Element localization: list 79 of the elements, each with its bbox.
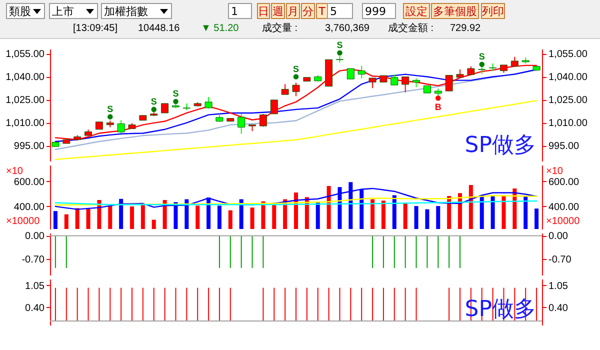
text: 999 — [362, 3, 396, 19]
point — [293, 74, 299, 80]
y-tick-label: 600.00 — [14, 176, 45, 188]
y-tick-label: 1,040.00 — [6, 72, 45, 84]
candlestick — [489, 62, 497, 72]
annotation: SP做多 — [464, 133, 536, 158]
y2-tick-label: 1,025.00 — [548, 95, 588, 106]
text: 設定 — [403, 3, 430, 19]
point — [337, 50, 342, 56]
point — [107, 114, 113, 120]
data-label: B — [434, 102, 442, 112]
data-label: S — [478, 51, 485, 62]
y2-tick-label: 1,055.00 — [548, 49, 588, 60]
y2-tick-label: 0.40 — [548, 302, 568, 314]
y-tick-label: 0.40 — [25, 302, 45, 314]
line-series — [54, 195, 538, 206]
y2-tick-label: 995.00 — [548, 141, 580, 152]
y-tick-label: 1.05 — [25, 280, 45, 292]
y-tick-label: 995.00 — [14, 141, 45, 152]
text: 分 — [301, 3, 315, 19]
text: 成交金額 : — [388, 22, 434, 36]
candlestick — [368, 77, 376, 89]
candlestick — [281, 84, 289, 96]
y2-tick-label: -0.70 — [548, 254, 572, 266]
point — [479, 62, 485, 67]
text: ▼ 51.20 — [201, 22, 239, 36]
y2-tick-label: 1.05 — [548, 280, 568, 292]
candlestick — [390, 74, 398, 86]
candlestick — [346, 68, 354, 80]
data-label: S — [336, 40, 343, 50]
point — [435, 95, 441, 101]
candlestick — [259, 113, 267, 128]
text: 10448.16 — [138, 22, 180, 36]
text: 多筆個股 — [431, 3, 479, 19]
text: 1 — [228, 3, 252, 19]
text: ×10 — [546, 166, 564, 177]
point — [151, 106, 157, 112]
y2-tick-label: 400.00 — [548, 202, 580, 213]
candlestick — [204, 96, 212, 110]
text: 類股 — [6, 3, 45, 19]
text: 729.92 — [450, 22, 481, 36]
y-tick-label: 1,010.00 — [6, 118, 45, 130]
line-series — [54, 100, 538, 160]
candlestick — [402, 76, 410, 93]
text: 3,760,369 — [325, 22, 370, 36]
text: 週 — [271, 3, 285, 19]
y2-tick-label: 0.00 — [548, 231, 568, 242]
candlestick — [358, 65, 366, 79]
text: 上市 — [49, 3, 98, 19]
text: 加權指數 — [101, 3, 172, 19]
text: [13:09:45] — [73, 22, 118, 36]
text: 日 — [257, 3, 270, 19]
data-label: S — [292, 64, 300, 74]
y2-tick-label: 1,010.00 — [548, 118, 588, 130]
text: ×10000 — [6, 216, 40, 227]
text: ×10 — [6, 166, 23, 177]
y2-tick-label: 600.00 — [548, 176, 580, 188]
text: 成交量 : — [262, 22, 298, 36]
text: T — [316, 3, 328, 19]
y2-tick-label: 1,040.00 — [548, 72, 588, 84]
data-label: S — [172, 88, 179, 98]
candlestick — [238, 113, 246, 134]
text: ×10000 — [546, 216, 580, 227]
candlestick — [445, 74, 453, 92]
text: 5 — [327, 3, 353, 19]
y-tick-label: -0.70 — [22, 254, 45, 266]
point — [173, 98, 178, 104]
data-label: S — [107, 104, 114, 114]
candlestick — [117, 120, 125, 134]
candlestick — [270, 99, 278, 114]
y-tick-label: 1,025.00 — [6, 95, 45, 106]
y-tick-label: 400.00 — [14, 202, 45, 213]
candlestick — [161, 102, 169, 114]
candlestick — [292, 82, 300, 97]
text: 月 — [286, 3, 300, 19]
data-label: S — [150, 96, 157, 106]
y-tick-label: 0.00 — [25, 231, 45, 242]
text: 列印 — [481, 3, 505, 19]
y-tick-label: 1,055.00 — [6, 49, 45, 60]
